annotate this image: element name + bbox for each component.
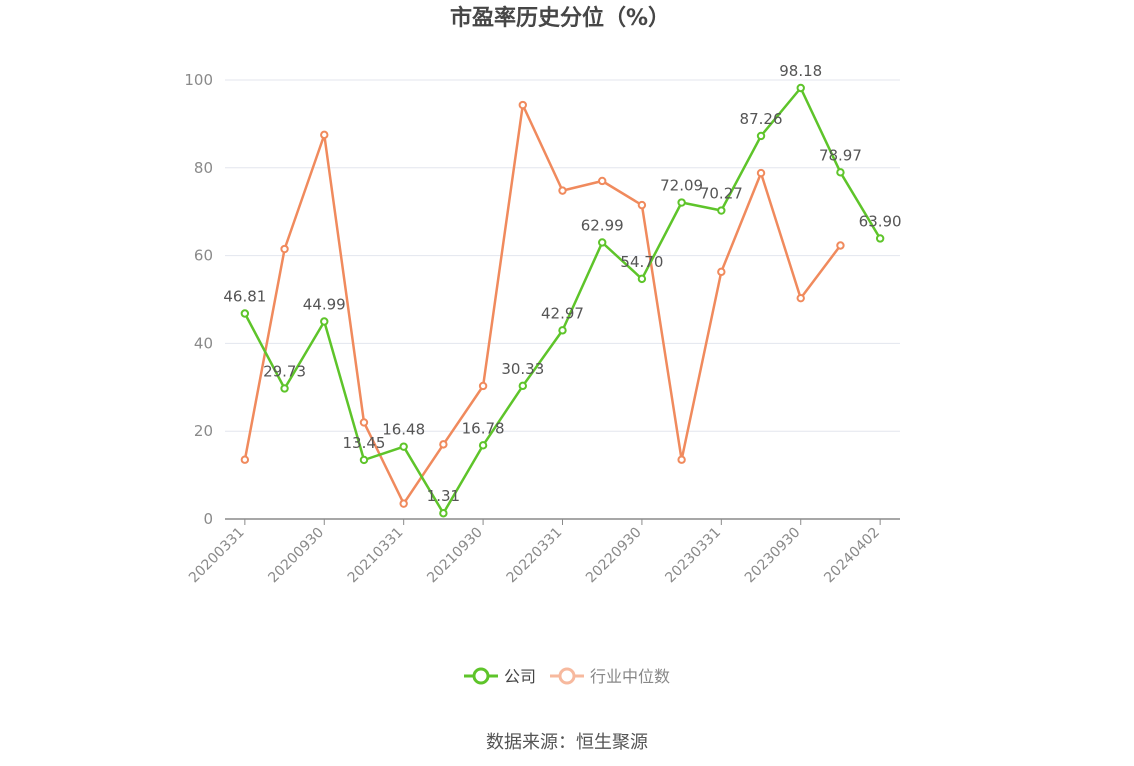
y-tick-label: 40 [194,334,213,352]
data-point[interactable] [558,186,567,195]
x-tick-label: 20220331 [504,525,566,587]
data-label: 87.26 [740,110,783,128]
data-label: 78.97 [819,146,862,164]
data-source: 数据来源：恒生聚源 [486,732,648,753]
data-point[interactable] [677,198,686,207]
data-label: 13.45 [342,434,385,452]
data-point[interactable] [478,441,488,450]
data-point[interactable] [875,234,885,243]
y-tick-label: 0 [203,510,213,528]
data-point[interactable] [756,168,766,178]
x-tick-label: 20200930 [265,525,327,587]
data-point[interactable] [399,499,408,508]
legend: 公司 行业中位数 [464,667,670,686]
data-label: 29.73 [263,362,306,380]
x-tick-label: 20210930 [424,525,486,587]
data-label: 98.18 [779,62,822,80]
data-label: 1.31 [427,487,460,505]
data-point[interactable] [796,83,805,93]
data-point[interactable] [359,455,369,465]
data-label: 42.97 [541,304,584,322]
y-tick-label: 100 [184,71,213,89]
legend-item-industry-median[interactable]: 行业中位数 [550,667,670,686]
data-point[interactable] [439,509,448,518]
legend-company-marker [472,667,490,685]
data-point[interactable] [478,381,488,391]
data-point[interactable] [518,381,527,391]
grid [225,79,900,432]
data-point[interactable] [598,238,607,247]
data-label: 16.78 [462,419,505,437]
data-point[interactable] [280,384,289,393]
data-label: 46.81 [223,288,266,306]
data-label: 72.09 [660,177,703,195]
data-point[interactable] [439,440,448,449]
data-label: 30.33 [501,360,544,378]
data-point[interactable] [836,168,845,177]
series [240,83,885,518]
legend-company-label: 公司 [504,667,536,686]
y-tick-label: 80 [194,159,213,177]
data-point[interactable] [598,176,607,186]
data-label: 54.70 [620,253,663,271]
data-point[interactable] [637,274,647,284]
data-label: 62.99 [581,216,624,234]
series-line [243,103,842,505]
data-label: 70.27 [700,185,743,203]
x-tick-label: 20200331 [186,525,248,587]
data-point[interactable] [558,326,567,335]
data-point[interactable] [320,130,329,140]
data-label: 16.48 [382,421,425,439]
legend-industry-median-label: 行业中位数 [590,667,670,686]
y-tick-label: 20 [194,422,213,440]
data-point[interactable] [836,241,845,250]
x-tick-label: 20210331 [345,525,407,587]
data-point[interactable] [240,309,250,318]
data-point[interactable] [240,455,250,464]
data-label: 63.90 [859,212,902,230]
x-tick-label: 20230930 [742,525,804,587]
data-point[interactable] [518,100,527,110]
data-point[interactable] [677,455,686,464]
data-point[interactable] [637,200,647,210]
x-tick-label: 20240402 [821,525,883,587]
data-point[interactable] [399,442,408,451]
data-point[interactable] [796,293,805,303]
data-point[interactable] [280,244,289,254]
legend-item-company[interactable]: 公司 [464,667,536,686]
y-tick-label: 60 [194,247,213,265]
legend-industry-median-marker [558,667,576,685]
data-label: 44.99 [303,295,346,313]
x-tick-label: 20220930 [583,525,645,587]
data-point[interactable] [717,206,726,215]
data-point[interactable] [756,131,766,141]
x-tick-label: 20230331 [662,525,724,587]
data-point[interactable] [359,418,369,427]
chart-title: 市盈率历史分位（%） [450,5,670,31]
data-point[interactable] [320,317,329,326]
data-point[interactable] [717,267,726,277]
